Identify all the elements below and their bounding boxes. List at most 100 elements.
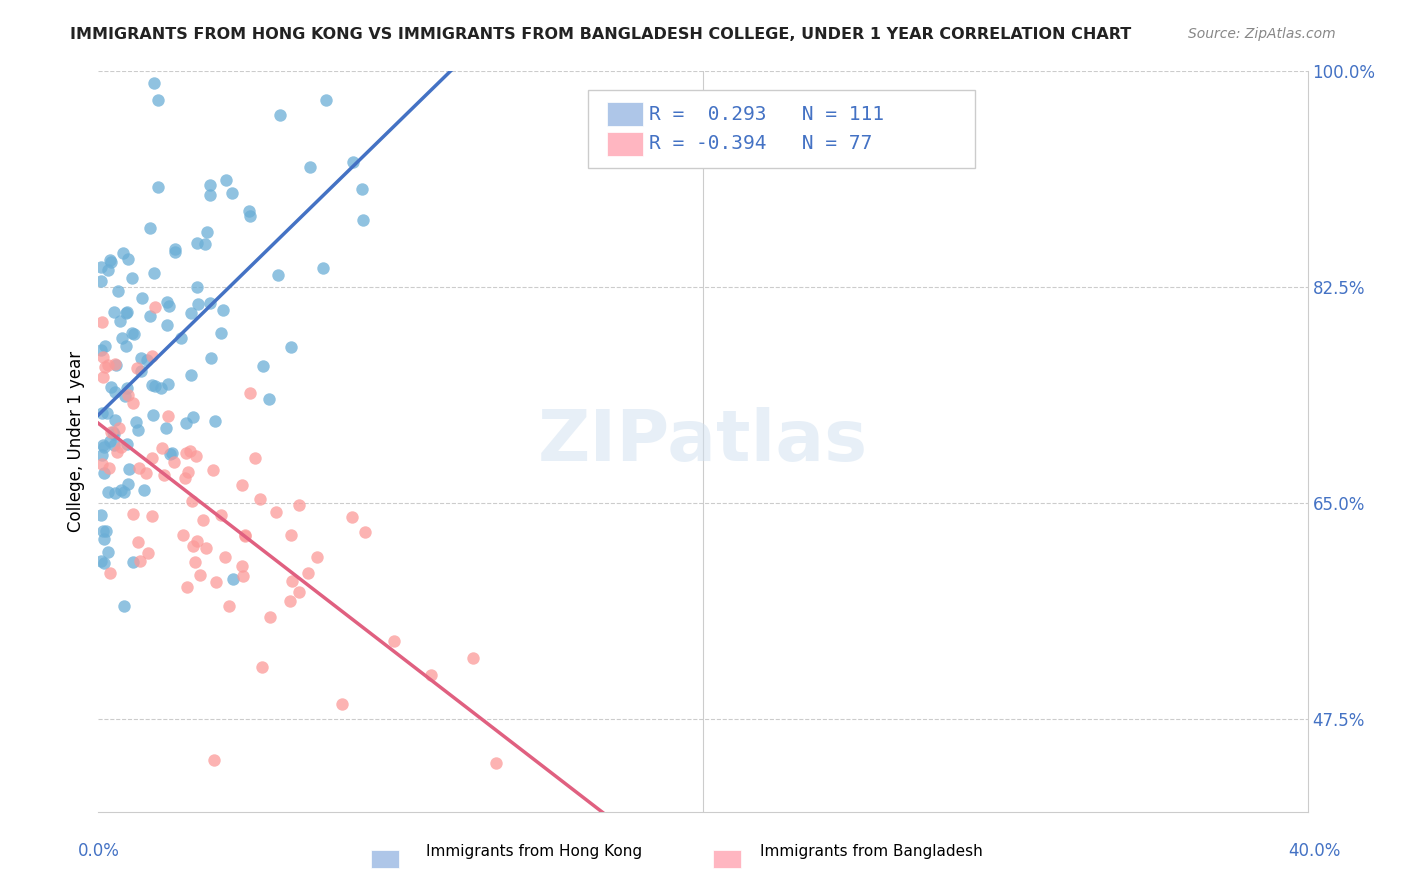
Point bbox=[180, 368, 202, 383]
Point bbox=[198, 187, 221, 202]
Point bbox=[239, 209, 262, 223]
Point bbox=[105, 444, 128, 458]
Point bbox=[104, 486, 127, 500]
Text: 40.0%: 40.0% bbox=[1288, 842, 1341, 860]
Point bbox=[342, 155, 364, 169]
Point bbox=[93, 441, 115, 455]
Point bbox=[259, 610, 281, 624]
Point bbox=[143, 76, 166, 90]
Point bbox=[141, 349, 163, 363]
Point bbox=[101, 425, 124, 439]
Point bbox=[115, 306, 138, 320]
Point bbox=[537, 830, 560, 844]
Point bbox=[165, 245, 187, 260]
Point bbox=[163, 242, 186, 256]
Point bbox=[278, 594, 301, 608]
Point bbox=[135, 467, 157, 481]
Point bbox=[122, 396, 145, 410]
Point bbox=[281, 574, 304, 588]
Point bbox=[90, 554, 112, 568]
Point bbox=[485, 756, 508, 770]
Point bbox=[121, 271, 143, 285]
Point bbox=[127, 535, 149, 549]
Point bbox=[98, 461, 121, 475]
Point bbox=[184, 555, 207, 569]
Point bbox=[205, 574, 228, 589]
Point bbox=[93, 533, 115, 547]
Point bbox=[315, 93, 337, 107]
Point bbox=[112, 484, 135, 499]
Point bbox=[90, 508, 112, 522]
Point bbox=[186, 236, 208, 251]
Point bbox=[186, 534, 208, 549]
Point bbox=[461, 651, 484, 665]
Point bbox=[94, 339, 117, 353]
Point bbox=[96, 524, 118, 538]
Point bbox=[238, 203, 260, 218]
Point bbox=[125, 361, 148, 376]
Point bbox=[415, 39, 437, 54]
Point bbox=[252, 359, 274, 373]
Point bbox=[118, 462, 141, 476]
Point bbox=[146, 93, 169, 107]
Point bbox=[115, 437, 138, 451]
Point bbox=[104, 412, 127, 426]
Point bbox=[129, 554, 152, 568]
Point bbox=[250, 659, 273, 673]
FancyBboxPatch shape bbox=[588, 90, 976, 168]
Point bbox=[108, 314, 131, 328]
Point bbox=[98, 253, 121, 268]
Point bbox=[163, 455, 186, 469]
Point bbox=[135, 353, 157, 368]
Point bbox=[249, 492, 271, 507]
Point bbox=[122, 556, 145, 570]
Point bbox=[141, 450, 163, 465]
Text: R =  0.293   N = 111: R = 0.293 N = 111 bbox=[648, 104, 883, 124]
Point bbox=[354, 524, 377, 539]
Text: 0.0%: 0.0% bbox=[77, 842, 120, 860]
Point bbox=[121, 507, 143, 521]
Point bbox=[181, 409, 204, 424]
Point bbox=[121, 326, 143, 340]
Point bbox=[382, 633, 405, 648]
Point bbox=[128, 461, 150, 475]
Point bbox=[100, 380, 122, 394]
Point bbox=[153, 468, 176, 483]
Point bbox=[200, 178, 222, 192]
Point bbox=[142, 409, 165, 423]
Point bbox=[180, 306, 202, 320]
Point bbox=[198, 295, 221, 310]
Text: Immigrants from Hong Kong: Immigrants from Hong Kong bbox=[426, 845, 643, 859]
Point bbox=[103, 427, 125, 442]
Point bbox=[97, 263, 120, 277]
Point bbox=[179, 444, 201, 458]
Point bbox=[91, 457, 114, 471]
Point bbox=[191, 512, 214, 526]
Point bbox=[117, 477, 139, 491]
Point bbox=[90, 448, 112, 462]
Point bbox=[305, 550, 328, 565]
Point bbox=[312, 260, 335, 275]
Point bbox=[136, 546, 159, 560]
Point bbox=[157, 409, 180, 424]
Point bbox=[97, 358, 120, 372]
Point bbox=[299, 160, 322, 174]
Point bbox=[155, 420, 177, 434]
Point bbox=[243, 451, 266, 466]
Text: IMMIGRANTS FROM HONG KONG VS IMMIGRANTS FROM BANGLADESH COLLEGE, UNDER 1 YEAR CO: IMMIGRANTS FROM HONG KONG VS IMMIGRANTS … bbox=[70, 27, 1132, 42]
Point bbox=[112, 245, 135, 260]
Point bbox=[90, 343, 112, 357]
Point bbox=[172, 528, 194, 542]
Point bbox=[186, 449, 208, 463]
Text: ZIPatlas: ZIPatlas bbox=[538, 407, 868, 476]
Point bbox=[214, 549, 236, 564]
Point bbox=[124, 415, 146, 429]
Point bbox=[110, 483, 132, 497]
Point bbox=[174, 471, 197, 485]
Point bbox=[187, 297, 209, 311]
Point bbox=[174, 446, 197, 460]
Point bbox=[134, 483, 156, 497]
Text: Immigrants from Bangladesh: Immigrants from Bangladesh bbox=[761, 845, 983, 859]
Point bbox=[117, 252, 139, 266]
Point bbox=[90, 274, 112, 288]
